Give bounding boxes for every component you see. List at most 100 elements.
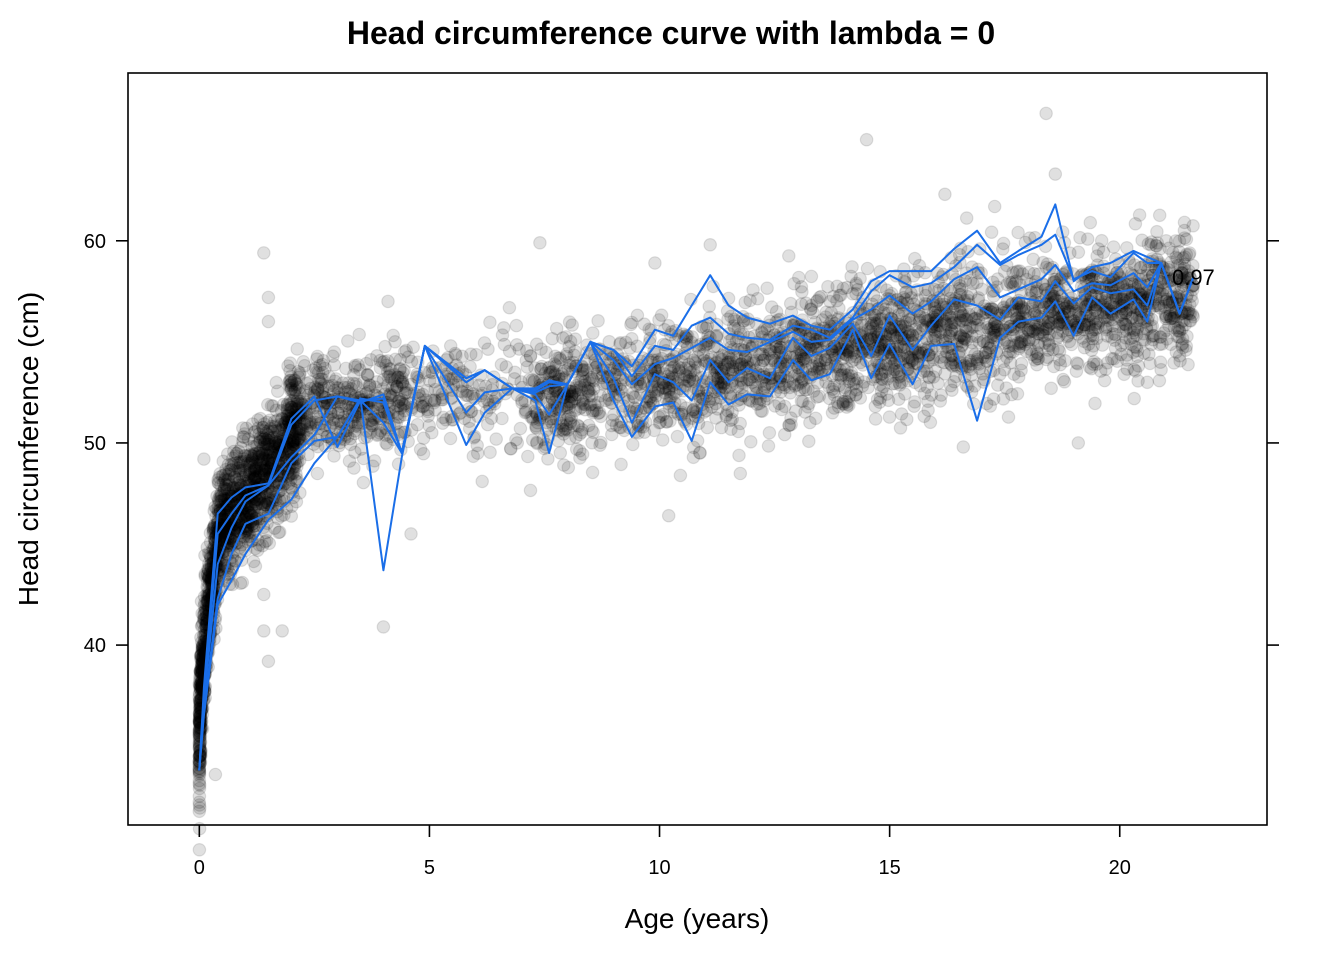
data-point (404, 527, 418, 541)
data-point (727, 312, 741, 327)
data-point (221, 491, 236, 506)
data-point (327, 449, 341, 463)
data-point (261, 654, 276, 669)
data-point (284, 509, 299, 523)
data-point (217, 491, 231, 506)
data-point (784, 364, 799, 379)
data-point (291, 364, 305, 379)
data-point (383, 387, 398, 401)
data-point (256, 432, 271, 447)
data-point (224, 462, 239, 477)
data-point (485, 377, 500, 392)
data-point (220, 482, 234, 496)
data-point (812, 361, 826, 375)
data-point (266, 430, 281, 445)
data-point (282, 398, 296, 412)
data-point (287, 443, 302, 458)
data-point (256, 246, 271, 260)
data-point (232, 463, 247, 478)
data-point (267, 414, 282, 429)
data-point (216, 475, 231, 490)
data-point (238, 449, 253, 463)
data-point (381, 294, 395, 309)
data-point (221, 467, 236, 481)
data-point (416, 446, 431, 461)
data-point (591, 313, 605, 328)
data-point (586, 425, 600, 440)
data-point (772, 396, 786, 411)
data-point (497, 337, 512, 352)
data-point (1177, 231, 1192, 245)
data-point (1094, 233, 1109, 248)
data-point (253, 411, 268, 426)
y-tick-label: 60 (84, 231, 106, 253)
data-point (251, 470, 265, 485)
data-point (290, 342, 304, 356)
data-point (255, 463, 269, 478)
data-point (285, 452, 299, 467)
data-point (874, 371, 889, 386)
data-point (1073, 230, 1087, 245)
data-point (868, 412, 883, 426)
data-point (222, 477, 237, 492)
data-point (1004, 276, 1018, 290)
data-point (1144, 238, 1158, 252)
data-point (534, 342, 548, 356)
data-point (1167, 356, 1181, 370)
data-point (247, 469, 262, 484)
data-point (200, 540, 215, 554)
data-point (1143, 356, 1157, 371)
data-point (260, 448, 274, 462)
data-point (523, 483, 538, 498)
data-point (1030, 351, 1045, 366)
data-point (803, 415, 817, 430)
data-point (234, 463, 248, 478)
data-point (284, 449, 298, 463)
data-point (253, 444, 268, 458)
data-point (192, 842, 207, 857)
data-point (290, 426, 305, 440)
data-point (241, 470, 256, 484)
data-point (933, 350, 947, 364)
data-point (836, 396, 850, 411)
data-point (963, 286, 978, 301)
data-point (1131, 359, 1146, 373)
data-point (1048, 167, 1063, 181)
data-point (228, 449, 243, 463)
data-point (466, 449, 481, 464)
data-point (233, 456, 248, 470)
data-point (275, 624, 289, 638)
data-point (496, 320, 511, 335)
data-point (192, 778, 207, 792)
data-point (274, 403, 289, 418)
data-point (246, 554, 261, 569)
data-point (243, 447, 258, 462)
data-point (211, 475, 225, 490)
data-point (264, 398, 279, 413)
data-point (264, 419, 279, 434)
line-end-label: 0.97 (1172, 265, 1215, 290)
data-point (219, 462, 233, 477)
data-point (265, 424, 280, 439)
data-point (972, 242, 987, 256)
data-point (259, 447, 273, 462)
data-point (197, 452, 211, 466)
data-point (888, 376, 902, 391)
data-point (845, 260, 859, 274)
data-point (561, 460, 576, 475)
data-point (356, 475, 371, 490)
data-point (979, 316, 994, 331)
data-point (281, 359, 295, 373)
data-point (250, 543, 265, 558)
data-point (1169, 250, 1183, 265)
data-point (435, 416, 450, 430)
data-point (236, 434, 250, 448)
data-point (233, 576, 248, 591)
data-point (293, 394, 307, 409)
data-point (1132, 208, 1147, 222)
data-point (1088, 396, 1102, 411)
data-point (625, 437, 640, 452)
data-point (483, 315, 497, 330)
data-point (292, 447, 306, 461)
